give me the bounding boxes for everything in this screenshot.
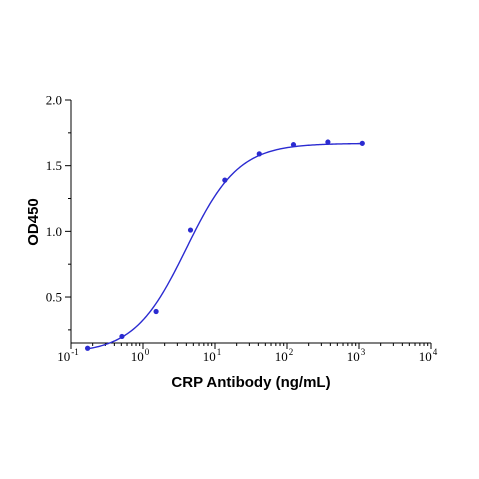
x-axis-title: CRP Antibody (ng/mL) [171, 374, 330, 391]
data-point [119, 333, 125, 340]
x-tick-label: 103 [347, 347, 366, 364]
data-point [256, 151, 262, 157]
y-ticks: 0.5 1.0 1.5 2.0 [46, 93, 71, 331]
x-tick-label: 100 [131, 347, 150, 364]
data-point [325, 139, 331, 145]
x-tick-label: 101 [203, 347, 222, 364]
y-axis-title: OD450 [25, 198, 42, 246]
data-point [153, 308, 159, 315]
data-point [222, 177, 228, 183]
data-point [84, 345, 91, 351]
x-tick-label: 10-1 [57, 347, 79, 364]
y-tick-label: 0.5 [46, 290, 62, 305]
axes [70, 100, 431, 344]
data-point [290, 142, 297, 148]
data-points [84, 139, 365, 351]
fit-curve [87, 142, 363, 350]
x-tick-label: 104 [419, 347, 438, 364]
y-tick-label: 1.5 [46, 158, 62, 173]
y-tick-label: 2.0 [46, 93, 62, 108]
fit-curve-group [87, 142, 363, 350]
y-tick-label: 1.0 [46, 224, 62, 239]
data-point [187, 227, 194, 233]
data-point [359, 140, 365, 146]
x-ticks: 10-1 100 101 102 103 104 [57, 343, 438, 364]
x-tick-label: 102 [275, 347, 294, 364]
